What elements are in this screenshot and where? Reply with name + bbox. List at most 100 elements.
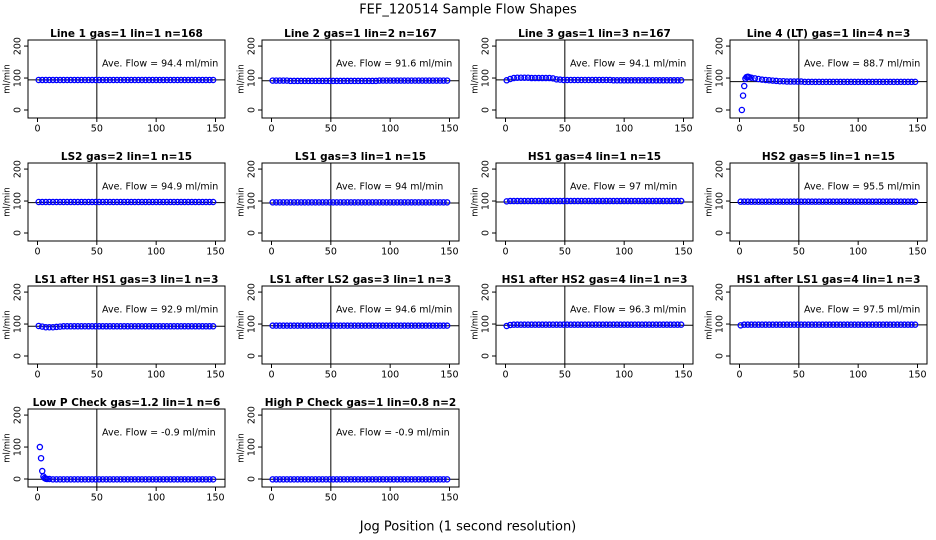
plot-frame xyxy=(27,408,226,488)
x-tick-label: 100 xyxy=(615,370,633,381)
data-point xyxy=(829,321,837,328)
data-point xyxy=(351,476,358,483)
data-point xyxy=(49,198,57,206)
data-point xyxy=(315,77,323,85)
data-point xyxy=(312,476,319,483)
data-point xyxy=(74,323,82,330)
data-point xyxy=(911,321,919,328)
data-point xyxy=(297,77,305,85)
data-point xyxy=(280,199,287,206)
data-point xyxy=(53,323,60,331)
data-point xyxy=(145,198,153,206)
data-point xyxy=(333,199,341,206)
annotation: Ave. Flow = -0.9 ml/min xyxy=(336,428,450,439)
data-point xyxy=(549,197,557,205)
data-point xyxy=(280,476,287,483)
x-tick-label: 50 xyxy=(559,124,571,135)
data-point xyxy=(120,76,128,84)
data-point xyxy=(301,77,308,85)
data-point xyxy=(674,77,681,84)
data-point xyxy=(503,322,510,330)
data-point xyxy=(340,199,348,206)
x-tick-label: 50 xyxy=(559,247,571,258)
data-point xyxy=(394,476,401,483)
panel-title: LS2 gas=2 lin=1 n=15 xyxy=(61,151,192,163)
panel-title: HS2 gas=5 lin=1 n=15 xyxy=(762,151,895,163)
data-point xyxy=(797,321,805,328)
data-point xyxy=(911,198,919,205)
data-point xyxy=(60,476,67,483)
data-point xyxy=(592,321,599,328)
data-point xyxy=(506,197,514,205)
data-point xyxy=(780,77,787,85)
data-point xyxy=(290,476,298,483)
data-point xyxy=(184,198,192,206)
data-point xyxy=(879,78,887,86)
data-point xyxy=(163,76,171,84)
y-axis-title: ml/min xyxy=(237,433,247,463)
data-point xyxy=(379,322,387,329)
x-tick-label: 150 xyxy=(674,124,692,135)
y-tick-label: 100 xyxy=(13,69,24,87)
data-point xyxy=(415,77,422,84)
data-point xyxy=(404,322,412,329)
y-tick-label: 100 xyxy=(715,192,726,210)
data-point xyxy=(411,199,419,206)
data-point xyxy=(408,199,415,206)
data-point xyxy=(120,198,128,206)
data-point xyxy=(908,78,915,86)
data-point xyxy=(372,199,380,206)
panel: Line 1 gas=1 lin=1 n=168 0 100 200 0 50 100 150… xyxy=(3,28,226,135)
y-tick-label: 200 xyxy=(715,283,726,301)
data-point xyxy=(131,323,139,330)
data-point xyxy=(652,77,660,84)
data-point xyxy=(677,321,685,328)
data-point xyxy=(521,197,528,205)
y-tick-label: 100 xyxy=(715,315,726,333)
data-point xyxy=(539,321,546,328)
data-point xyxy=(181,323,188,330)
data-point xyxy=(876,321,883,328)
data-point xyxy=(588,321,596,328)
data-point xyxy=(106,76,114,84)
data-point xyxy=(503,77,510,84)
data-point xyxy=(815,78,823,86)
y-tick-label: 100 xyxy=(247,69,258,87)
panel-title: Line 2 gas=1 lin=2 n=167 xyxy=(284,28,437,40)
data-point xyxy=(524,197,532,205)
data-point xyxy=(156,476,163,483)
data-point xyxy=(404,199,412,206)
data-point xyxy=(822,321,830,328)
y-axis-title: ml/min xyxy=(3,310,13,340)
data-point xyxy=(386,322,394,329)
data-point xyxy=(862,198,869,205)
data-point xyxy=(737,322,744,329)
data-point xyxy=(67,476,74,483)
data-point xyxy=(546,74,553,82)
x-tick-label: 150 xyxy=(440,247,458,258)
data-point xyxy=(326,476,333,483)
x-axis-title: Jog Position (1 second resolution) xyxy=(359,520,577,535)
data-point xyxy=(333,476,341,483)
panel: HS1 after HS2 gas=4 lin=1 n=3 0 100 200 0 50 1… xyxy=(471,274,694,381)
data-point xyxy=(372,77,380,85)
data-point xyxy=(677,77,685,84)
data-point xyxy=(184,76,192,84)
data-point xyxy=(783,321,791,328)
data-point xyxy=(610,321,617,328)
data-point xyxy=(347,476,355,483)
data-point xyxy=(837,321,844,328)
data-point xyxy=(624,77,631,84)
data-point xyxy=(71,76,78,84)
y-axis-title: ml/min xyxy=(237,310,247,340)
data-point xyxy=(737,198,744,205)
data-point xyxy=(776,321,784,328)
data-point xyxy=(92,76,99,84)
data-point xyxy=(60,76,67,84)
data-point xyxy=(167,76,174,84)
data-point xyxy=(858,321,865,328)
y-tick-label: 200 xyxy=(481,283,492,301)
data-point xyxy=(329,322,337,329)
data-point xyxy=(103,323,110,330)
